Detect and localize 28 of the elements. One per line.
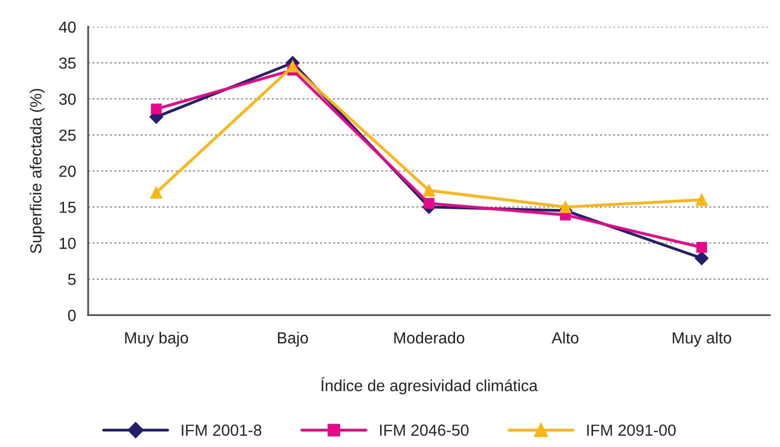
y-tick-label: 30 [59,94,76,105]
y-tick-label: 5 [68,274,76,286]
point [150,186,162,199]
point [696,242,708,253]
y-tick-label: 25 [59,130,76,141]
point [696,194,708,206]
y-tick-label: 40 [58,21,76,33]
x-tick-label: Bajo [278,332,308,347]
legend-label: IFM 2001-8 [182,424,262,436]
point [150,104,162,114]
point [424,198,434,209]
point [694,251,709,266]
y-tick-label: 15 [60,202,76,213]
y-tick-label: 35 [59,57,76,69]
point [422,184,436,197]
legend-label: IFM 2046-50 [380,424,469,436]
y-tick-label: 0 [68,310,76,322]
y-axis-title: Superficie afectada (%) [30,88,45,254]
x-tick-label: Alto [552,332,578,344]
x-axis-title: Índice de agresividad climática [321,377,538,394]
x-tick-label: Muy bajo [125,332,188,347]
y-tick-label: 10 [60,238,76,249]
x-tick-label: Moderado [394,332,464,344]
legend-label: IFM 2091-00 [587,424,676,436]
point [559,200,572,214]
x-tick-label: Muy alto [672,332,732,347]
y-tick-label: 20 [59,166,76,177]
point [286,60,299,73]
